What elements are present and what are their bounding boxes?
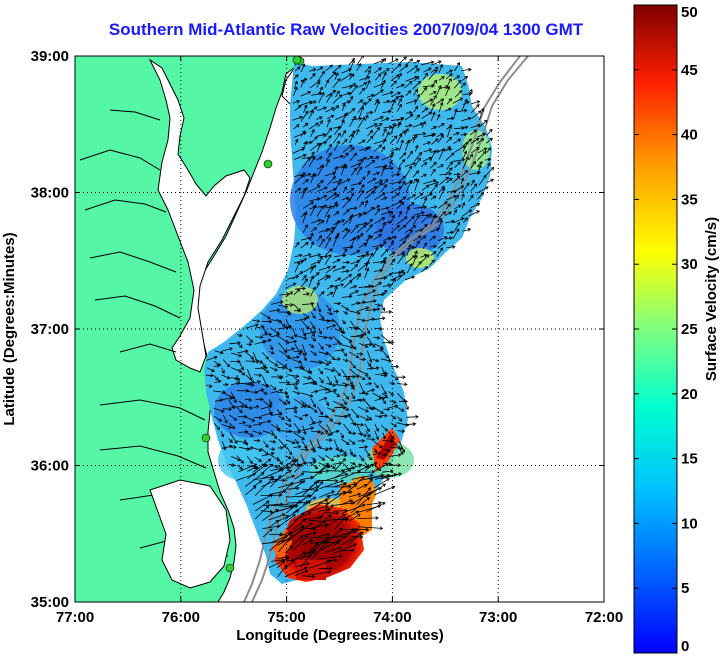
y-tick-label: 37:00 — [31, 321, 69, 338]
colorbar — [633, 4, 678, 654]
x-tick-label: 77:00 — [56, 609, 94, 626]
colorbar-tick-label: 40 — [681, 127, 698, 144]
y-tick-label: 38:00 — [31, 185, 69, 202]
x-tick-label: 75:00 — [267, 609, 305, 626]
radar-station-marker — [225, 563, 235, 573]
colorbar-tick-label: 15 — [681, 451, 698, 468]
colorbar-tick-label: 25 — [681, 321, 698, 338]
radar-stations — [201, 56, 305, 573]
colorbar-tick-label: 35 — [681, 191, 698, 208]
colorbar-tick-label: 50 — [681, 4, 698, 21]
y-tick-label: 36:00 — [31, 458, 69, 475]
y-axis-ticks: 39:00 38:00 37:00 36:00 35:00 — [31, 48, 604, 611]
colorbar-tick-label: 20 — [681, 386, 698, 403]
x-tick-label: 74:00 — [373, 609, 411, 626]
y-tick-label: 35:00 — [31, 594, 69, 611]
map-title: Southern Mid-Atlantic Raw Velocities 200… — [108, 20, 584, 39]
rivers — [79, 109, 229, 557]
radar-station-marker — [292, 56, 302, 65]
y-axis-label: Latitude (Degrees:Minutes) — [1, 232, 18, 425]
x-tick-label: 76:00 — [162, 609, 200, 626]
colorbar-tick-label: 45 — [681, 62, 698, 79]
radar-station-marker — [201, 433, 211, 443]
colorbar-tick-label: 30 — [681, 256, 698, 273]
y-tick-label: 39:00 — [31, 48, 69, 65]
grid-lines — [75, 56, 604, 602]
colorbar-label: Surface Velocity (cm/s) — [703, 217, 720, 381]
pamlico-sound — [149, 479, 231, 589]
chesapeake-bay — [148, 58, 251, 373]
x-axis-label: Longitude (Degrees:Minutes) — [236, 627, 444, 644]
colorbar-tick-label: 0 — [681, 638, 689, 655]
x-axis-ticks: 77:00 76:00 75:00 74:00 73:00 72:00 — [56, 56, 623, 626]
velocity-vectors — [205, 56, 495, 579]
x-tick-label: 73:00 — [479, 609, 517, 626]
x-tick-label: 72:00 — [585, 609, 623, 626]
colorbar-tick-label: 10 — [681, 515, 698, 532]
radar-station-marker — [263, 159, 273, 169]
colorbar-tick-label: 5 — [681, 580, 689, 597]
